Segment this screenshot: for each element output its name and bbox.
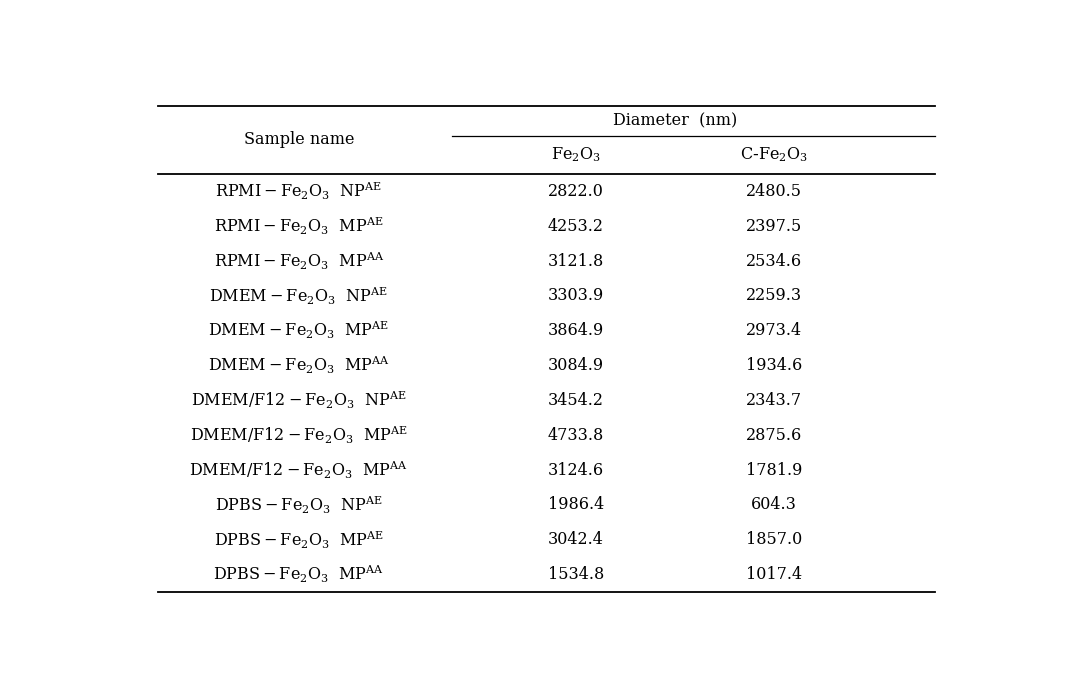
Text: 1781.9: 1781.9: [746, 462, 802, 479]
Text: 4253.2: 4253.2: [547, 218, 604, 235]
Text: 2480.5: 2480.5: [746, 183, 802, 200]
Text: 2343.7: 2343.7: [746, 392, 802, 409]
Text: 1534.8: 1534.8: [547, 566, 604, 583]
Text: 1017.4: 1017.4: [746, 566, 802, 583]
Text: 2534.6: 2534.6: [746, 253, 802, 270]
Text: 3121.8: 3121.8: [547, 253, 604, 270]
Text: $\mathregular{RPMI-Fe_2O_3\ \ MP}$$\mathregular{^{AE}}$: $\mathregular{RPMI-Fe_2O_3\ \ MP}$$\math…: [214, 216, 383, 237]
Text: $\mathregular{DPBS-Fe_2O_3\ \ MP}$$\mathregular{^{AA}}$: $\mathregular{DPBS-Fe_2O_3\ \ MP}$$\math…: [213, 564, 384, 585]
Text: $\mathregular{Fe_2O_3}$: $\mathregular{Fe_2O_3}$: [551, 145, 601, 165]
Text: 3124.6: 3124.6: [547, 462, 604, 479]
Text: $\mathregular{DMEM-Fe_2O_3\ \ MP}$$\mathregular{^{AE}}$: $\mathregular{DMEM-Fe_2O_3\ \ MP}$$\math…: [208, 320, 389, 342]
Text: 2973.4: 2973.4: [746, 322, 802, 339]
Text: $\mathregular{DPBS-Fe_2O_3\ \ NP}$$\mathregular{^{AE}}$: $\mathregular{DPBS-Fe_2O_3\ \ NP}$$\math…: [214, 494, 383, 516]
Text: $\mathregular{DMEM-Fe_2O_3\ \ MP}$$\mathregular{^{AA}}$: $\mathregular{DMEM-Fe_2O_3\ \ MP}$$\math…: [208, 355, 389, 376]
Text: $\mathregular{RPMI-Fe_2O_3\ \ NP}$$\mathregular{^{AE}}$: $\mathregular{RPMI-Fe_2O_3\ \ NP}$$\math…: [216, 181, 382, 202]
Text: 3042.4: 3042.4: [547, 531, 604, 548]
Text: 1986.4: 1986.4: [547, 497, 604, 514]
Text: $\mathregular{DMEM/F12-Fe_2O_3\ \ NP}$$\mathregular{^{AE}}$: $\mathregular{DMEM/F12-Fe_2O_3\ \ NP}$$\…: [191, 390, 407, 411]
Text: $\mathregular{C\text{-}Fe_2O_3}$: $\mathregular{C\text{-}Fe_2O_3}$: [740, 145, 808, 165]
Text: Sample name: Sample name: [243, 131, 354, 148]
Text: 2822.0: 2822.0: [547, 183, 604, 200]
Text: 2875.6: 2875.6: [746, 427, 802, 444]
Text: 3303.9: 3303.9: [547, 288, 604, 305]
Text: 1934.6: 1934.6: [746, 357, 802, 374]
Text: 3454.2: 3454.2: [547, 392, 604, 409]
Text: $\mathregular{DMEM/F12-Fe_2O_3\ \ MP}$$\mathregular{^{AA}}$: $\mathregular{DMEM/F12-Fe_2O_3\ \ MP}$$\…: [189, 460, 409, 481]
Text: Diameter  (nm): Diameter (nm): [612, 113, 737, 129]
Text: 3864.9: 3864.9: [547, 322, 604, 339]
Text: 3084.9: 3084.9: [547, 357, 604, 374]
Text: $\mathregular{RPMI-Fe_2O_3\ \ MP}$$\mathregular{^{AA}}$: $\mathregular{RPMI-Fe_2O_3\ \ MP}$$\math…: [213, 251, 384, 272]
Text: 1857.0: 1857.0: [746, 531, 802, 548]
Text: 2259.3: 2259.3: [746, 288, 802, 305]
Text: $\mathregular{DMEM-Fe_2O_3\ \ NP}$$\mathregular{^{AE}}$: $\mathregular{DMEM-Fe_2O_3\ \ NP}$$\math…: [209, 285, 388, 307]
Text: 604.3: 604.3: [751, 497, 797, 514]
Text: $\mathregular{DPBS-Fe_2O_3\ \ MP}$$\mathregular{^{AE}}$: $\mathregular{DPBS-Fe_2O_3\ \ MP}$$\math…: [213, 529, 384, 550]
Text: $\mathregular{DMEM/F12-Fe_2O_3\ \ MP}$$\mathregular{^{AE}}$: $\mathregular{DMEM/F12-Fe_2O_3\ \ MP}$$\…: [190, 425, 408, 446]
Text: 4733.8: 4733.8: [547, 427, 604, 444]
Text: 2397.5: 2397.5: [746, 218, 802, 235]
